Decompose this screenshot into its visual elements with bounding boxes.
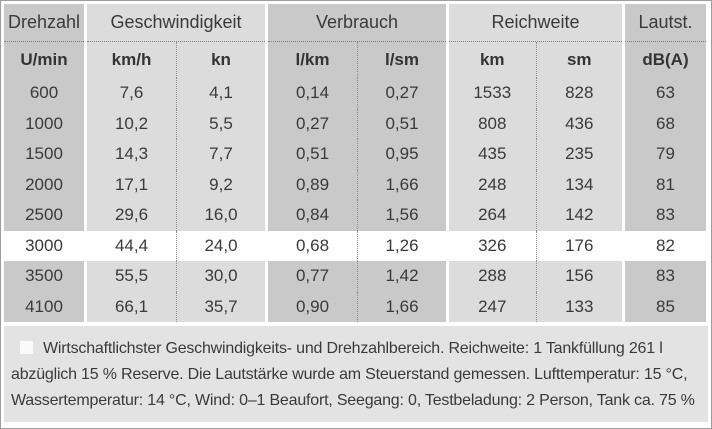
table-cell: 0,84 [295, 205, 330, 225]
table-cell: 0,27 [357, 78, 446, 109]
unit-label: l/sm [357, 42, 446, 78]
unit-label: km [479, 50, 505, 69]
footnote-line: Wirtschaftlichster Geschwindigkeits- und… [11, 336, 700, 362]
table-cell: 808 [478, 113, 507, 133]
table-cell: 142 [535, 200, 623, 231]
footnote-panel: Wirtschaftlichster Geschwindigkeits- und… [4, 326, 708, 422]
table-cell: 79 [656, 144, 675, 164]
column-group-geschwindigkeit: Geschwindigkeit km/h kn 7,6 4,1 10,2 5,5… [87, 4, 265, 322]
group-header-lautstaerke: Lautst. [625, 4, 706, 42]
unit-label: l/km [295, 50, 330, 69]
table-cell: 1,42 [357, 261, 446, 292]
table-cell: 264 [478, 205, 507, 225]
unit-label: kn [176, 42, 265, 78]
table-cell: 16,0 [176, 200, 265, 231]
table-cell: 828 [535, 78, 623, 109]
group-header-verbrauch: Verbrauch [268, 4, 446, 42]
table-cell: 134 [535, 169, 623, 200]
table-cell: 1,66 [357, 291, 446, 322]
table-cell: 235 [535, 139, 623, 170]
unit-label: sm [535, 42, 623, 78]
group-header-geschwindigkeit: Geschwindigkeit [87, 4, 265, 42]
table-cell: 0,51 [295, 144, 330, 164]
table-cell: 0,95 [357, 139, 446, 170]
table-cell: 63 [656, 83, 675, 103]
table-cell: 156 [535, 261, 623, 292]
table-cell: 30,0 [176, 261, 265, 292]
table-cell: 436 [535, 108, 623, 139]
table-cell: 0,77 [295, 266, 330, 286]
table-cell: 81 [656, 174, 675, 194]
table-cell: 288 [478, 266, 507, 286]
table-cell-highlighted: 176 [535, 230, 622, 261]
table-cell: 7,7 [176, 139, 265, 170]
table-cell: 4,1 [176, 78, 265, 109]
table-cell-highlighted: 44,4 [87, 230, 176, 261]
table-cell: 1533 [473, 83, 512, 103]
table-cell: 9,2 [176, 169, 265, 200]
table-cell: 133 [535, 291, 623, 322]
column-group-lautstaerke: Lautst. dB(A) 63 68 79 81 83 82 83 85 [625, 4, 706, 322]
table-cell: 29,6 [114, 205, 149, 225]
column-group-reichweite: Reichweite km sm 1533 828 808 436 435 23… [449, 4, 622, 322]
table-cell: 3500 [25, 266, 63, 286]
table-cell-highlighted: 326 [449, 230, 536, 261]
column-group-verbrauch: Verbrauch l/km l/sm 0,14 0,27 0,27 0,51 … [268, 4, 446, 322]
table-cell: 0,89 [295, 174, 330, 194]
table-cell: 2500 [25, 205, 63, 225]
table-cell: 55,5 [114, 266, 149, 286]
table-cell: 248 [478, 174, 507, 194]
table-cell: 7,6 [119, 83, 144, 103]
table-cell: 1,66 [357, 169, 446, 200]
table-cell: 2000 [25, 174, 63, 194]
table-cell: 17,1 [114, 174, 149, 194]
table-cell: 1000 [25, 113, 63, 133]
unit-label: km/h [111, 50, 152, 69]
table-cell: 83 [656, 266, 675, 286]
table-cell-highlighted: 3000 [4, 230, 84, 261]
unit-label: dB(A) [642, 50, 689, 69]
table-cell: 83 [656, 205, 675, 225]
table-cell: 85 [656, 296, 675, 316]
table-cell: 0,90 [295, 296, 330, 316]
table-cell: 1500 [25, 144, 63, 164]
column-group-drehzahl: Drehzahl U/min 600 1000 1500 2000 2500 3… [4, 4, 84, 322]
table-cell: 435 [478, 144, 507, 164]
group-header-drehzahl: Drehzahl [4, 4, 84, 42]
table-cell: 68 [656, 113, 675, 133]
table-cell: 600 [29, 83, 59, 103]
table-cell: 0,51 [357, 108, 446, 139]
table-cell: 0,27 [295, 113, 330, 133]
engine-performance-table: Drehzahl U/min 600 1000 1500 2000 2500 3… [4, 4, 708, 322]
table-cell: 66,1 [114, 296, 149, 316]
table-cell: 5,5 [176, 108, 265, 139]
table-cell: 35,7 [176, 291, 265, 322]
table-cell-highlighted: 24,0 [176, 230, 265, 261]
table-cell: 4100 [25, 296, 63, 316]
table-cell-highlighted: 82 [625, 230, 706, 261]
group-header-reichweite: Reichweite [449, 4, 622, 42]
footnote-line: Wassertemperatur: 14 °C, Wind: 0–1 Beauf… [11, 392, 695, 409]
footnote-text: Wirtschaftlichster Geschwindigkeits- und… [43, 340, 663, 357]
table-cell: 247 [478, 296, 507, 316]
table-cell: 14,3 [114, 144, 149, 164]
table-cell-highlighted: 1,26 [357, 230, 446, 261]
unit-label: U/min [20, 50, 68, 69]
table-cell-highlighted: 0,68 [268, 230, 357, 261]
highlight-legend-square-icon [20, 341, 33, 354]
table-cell: 0,14 [295, 83, 330, 103]
table-cell: 10,2 [114, 113, 149, 133]
footnote-line: abzüglich 15 % Reserve. Die Lautstärke w… [11, 366, 688, 383]
table-cell: 1,56 [357, 200, 446, 231]
